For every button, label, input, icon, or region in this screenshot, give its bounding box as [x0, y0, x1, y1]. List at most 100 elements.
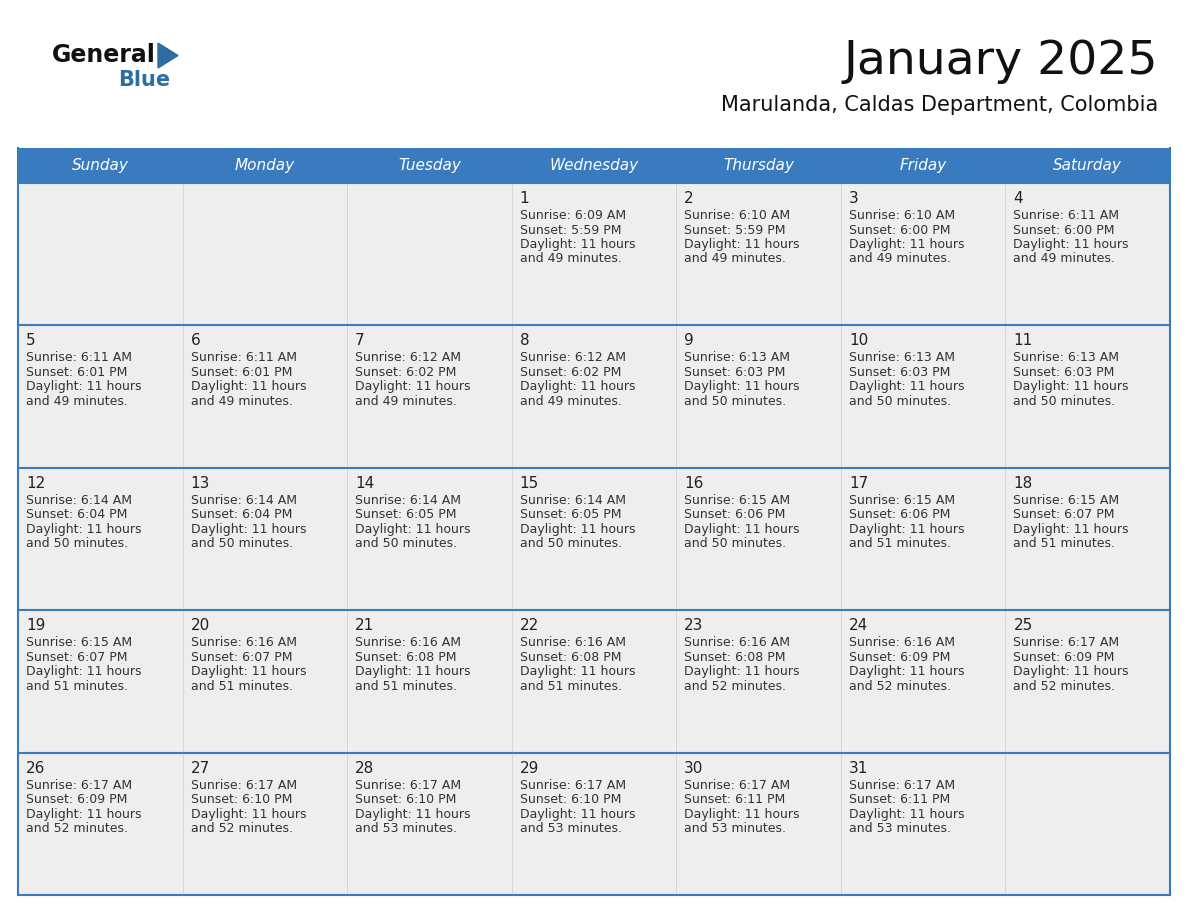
Text: 20: 20: [190, 618, 210, 633]
Text: 14: 14: [355, 476, 374, 491]
Text: Daylight: 11 hours: Daylight: 11 hours: [1013, 666, 1129, 678]
Text: Sunrise: 6:10 AM: Sunrise: 6:10 AM: [849, 209, 955, 222]
Text: Daylight: 11 hours: Daylight: 11 hours: [26, 522, 141, 536]
Text: Sunset: 6:07 PM: Sunset: 6:07 PM: [190, 651, 292, 664]
Text: 5: 5: [26, 333, 36, 349]
Text: 27: 27: [190, 761, 210, 776]
Text: Sunrise: 6:12 AM: Sunrise: 6:12 AM: [519, 352, 626, 364]
Text: Sunset: 6:11 PM: Sunset: 6:11 PM: [684, 793, 785, 806]
Text: Daylight: 11 hours: Daylight: 11 hours: [684, 238, 800, 251]
Text: Daylight: 11 hours: Daylight: 11 hours: [190, 808, 307, 821]
Text: 29: 29: [519, 761, 539, 776]
Text: Daylight: 11 hours: Daylight: 11 hours: [26, 666, 141, 678]
Text: Sunset: 6:03 PM: Sunset: 6:03 PM: [849, 366, 950, 379]
Text: and 50 minutes.: and 50 minutes.: [355, 537, 457, 550]
Bar: [512, 183, 676, 325]
Bar: [183, 148, 347, 183]
Text: Sunset: 6:09 PM: Sunset: 6:09 PM: [26, 793, 127, 806]
Text: Friday: Friday: [899, 158, 947, 173]
Text: 8: 8: [519, 333, 530, 349]
Text: Daylight: 11 hours: Daylight: 11 hours: [849, 380, 965, 394]
Bar: [512, 753, 676, 895]
Text: and 49 minutes.: and 49 minutes.: [849, 252, 950, 265]
Text: Sunrise: 6:11 AM: Sunrise: 6:11 AM: [190, 352, 297, 364]
Text: Daylight: 11 hours: Daylight: 11 hours: [849, 522, 965, 536]
Text: Daylight: 11 hours: Daylight: 11 hours: [849, 666, 965, 678]
Text: 16: 16: [684, 476, 703, 491]
Bar: [347, 325, 512, 468]
Bar: [1005, 183, 1170, 325]
Text: Sunset: 6:00 PM: Sunset: 6:00 PM: [1013, 223, 1114, 237]
Text: and 53 minutes.: and 53 minutes.: [519, 823, 621, 835]
Text: 11: 11: [1013, 333, 1032, 349]
Text: Sunrise: 6:13 AM: Sunrise: 6:13 AM: [684, 352, 790, 364]
Text: Daylight: 11 hours: Daylight: 11 hours: [1013, 380, 1129, 394]
Text: Daylight: 11 hours: Daylight: 11 hours: [519, 522, 636, 536]
Bar: [347, 148, 512, 183]
Text: and 52 minutes.: and 52 minutes.: [849, 679, 950, 693]
Text: Daylight: 11 hours: Daylight: 11 hours: [849, 238, 965, 251]
Text: Sunset: 6:01 PM: Sunset: 6:01 PM: [26, 366, 127, 379]
Text: 12: 12: [26, 476, 45, 491]
Text: and 50 minutes.: and 50 minutes.: [26, 537, 128, 550]
Text: Sunrise: 6:15 AM: Sunrise: 6:15 AM: [684, 494, 790, 507]
Bar: [18, 610, 183, 753]
Text: Sunrise: 6:10 AM: Sunrise: 6:10 AM: [684, 209, 790, 222]
Text: Sunset: 6:01 PM: Sunset: 6:01 PM: [190, 366, 292, 379]
Text: Daylight: 11 hours: Daylight: 11 hours: [1013, 238, 1129, 251]
Text: and 51 minutes.: and 51 minutes.: [26, 679, 128, 693]
Text: Daylight: 11 hours: Daylight: 11 hours: [190, 380, 307, 394]
Text: and 51 minutes.: and 51 minutes.: [355, 679, 457, 693]
Bar: [841, 183, 1005, 325]
Text: 10: 10: [849, 333, 868, 349]
Text: Sunrise: 6:16 AM: Sunrise: 6:16 AM: [519, 636, 626, 649]
Bar: [18, 468, 183, 610]
Text: Sunrise: 6:11 AM: Sunrise: 6:11 AM: [1013, 209, 1119, 222]
Text: 28: 28: [355, 761, 374, 776]
Bar: [512, 610, 676, 753]
Text: Sunrise: 6:14 AM: Sunrise: 6:14 AM: [519, 494, 626, 507]
Text: and 51 minutes.: and 51 minutes.: [849, 537, 950, 550]
Text: Sunrise: 6:17 AM: Sunrise: 6:17 AM: [26, 778, 132, 791]
Text: and 50 minutes.: and 50 minutes.: [519, 537, 621, 550]
Text: Sunset: 6:00 PM: Sunset: 6:00 PM: [849, 223, 950, 237]
Text: Sunrise: 6:17 AM: Sunrise: 6:17 AM: [684, 778, 790, 791]
Text: Sunrise: 6:15 AM: Sunrise: 6:15 AM: [849, 494, 955, 507]
Text: Sunset: 6:10 PM: Sunset: 6:10 PM: [519, 793, 621, 806]
Bar: [183, 610, 347, 753]
Text: Sunset: 6:02 PM: Sunset: 6:02 PM: [519, 366, 621, 379]
Bar: [841, 468, 1005, 610]
Text: Sunrise: 6:11 AM: Sunrise: 6:11 AM: [26, 352, 132, 364]
Text: and 51 minutes.: and 51 minutes.: [519, 679, 621, 693]
Bar: [676, 610, 841, 753]
Text: Daylight: 11 hours: Daylight: 11 hours: [519, 238, 636, 251]
Text: and 50 minutes.: and 50 minutes.: [190, 537, 292, 550]
Text: 22: 22: [519, 618, 539, 633]
Text: Blue: Blue: [118, 70, 170, 90]
Text: Sunrise: 6:12 AM: Sunrise: 6:12 AM: [355, 352, 461, 364]
Text: and 50 minutes.: and 50 minutes.: [684, 395, 786, 408]
Text: 3: 3: [849, 191, 859, 206]
Bar: [841, 610, 1005, 753]
Text: 18: 18: [1013, 476, 1032, 491]
Text: 9: 9: [684, 333, 694, 349]
Text: Daylight: 11 hours: Daylight: 11 hours: [355, 380, 470, 394]
Bar: [1005, 753, 1170, 895]
Text: Daylight: 11 hours: Daylight: 11 hours: [26, 380, 141, 394]
Text: Daylight: 11 hours: Daylight: 11 hours: [684, 808, 800, 821]
Bar: [347, 183, 512, 325]
Text: Daylight: 11 hours: Daylight: 11 hours: [355, 808, 470, 821]
Text: and 53 minutes.: and 53 minutes.: [355, 823, 457, 835]
Text: Sunrise: 6:13 AM: Sunrise: 6:13 AM: [1013, 352, 1119, 364]
Text: Daylight: 11 hours: Daylight: 11 hours: [519, 666, 636, 678]
Bar: [676, 325, 841, 468]
Text: Sunset: 6:03 PM: Sunset: 6:03 PM: [1013, 366, 1114, 379]
Text: Sunrise: 6:16 AM: Sunrise: 6:16 AM: [684, 636, 790, 649]
Text: Sunset: 6:06 PM: Sunset: 6:06 PM: [849, 509, 950, 521]
Text: 1: 1: [519, 191, 530, 206]
Bar: [841, 753, 1005, 895]
Text: 24: 24: [849, 618, 868, 633]
Text: 26: 26: [26, 761, 45, 776]
Text: Sunset: 6:08 PM: Sunset: 6:08 PM: [355, 651, 456, 664]
Bar: [676, 183, 841, 325]
